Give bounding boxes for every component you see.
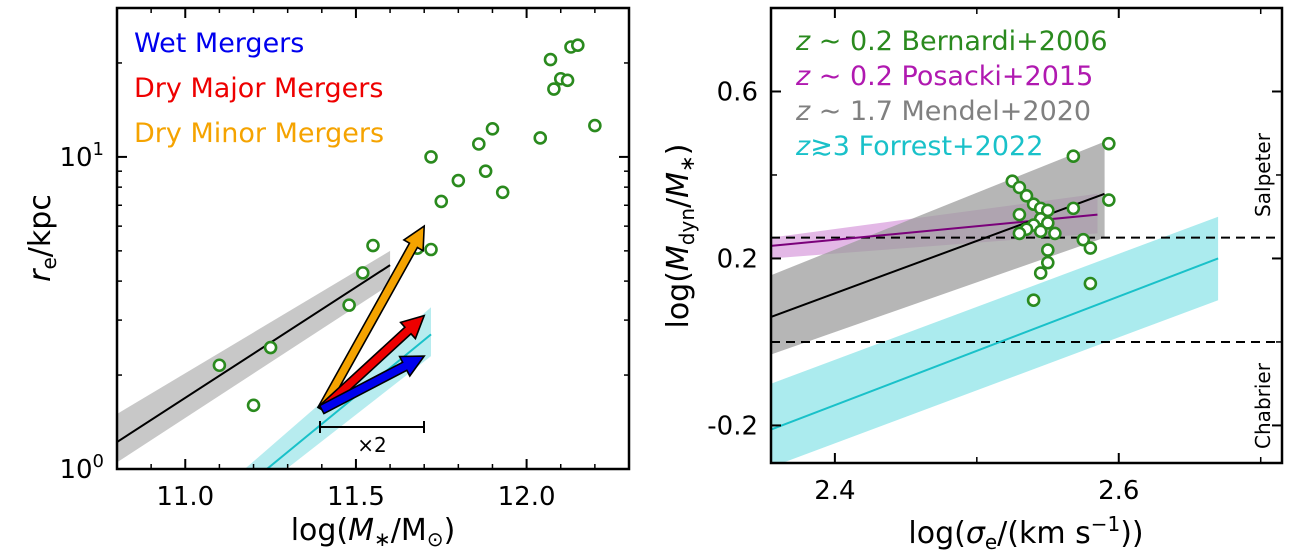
right-data-point [1012, 226, 1027, 241]
legend-mendel-2020: z ∼ 1.7 Mendel+2020 [795, 96, 1091, 127]
left-frame [115, 6, 631, 471]
legend-dry-minor-mergers: Dry Minor Mergers [134, 118, 384, 149]
left-data-point [472, 137, 486, 151]
right-x-tick-label: 2.6 [1098, 476, 1139, 506]
left-data-point [434, 194, 449, 209]
left-data-point [212, 358, 227, 373]
right-data-point [1033, 266, 1048, 280]
left-y-tick-label: 101 [59, 139, 104, 173]
left-fit-line-1 [117, 264, 391, 443]
left-plot-area [117, 38, 602, 469]
left-y-axis-label: re/kpc [23, 194, 61, 282]
scale-bar-label: ×2 [357, 433, 386, 457]
dry-minor-mergers-arrow [316, 224, 426, 413]
left-data-point [560, 73, 575, 88]
right-frame [769, 6, 1284, 465]
left-data-point [263, 340, 278, 355]
legend-forrest-2022: z≳3 Forrest+2022 [795, 131, 1043, 162]
right-data-point [1019, 189, 1034, 203]
left-x-tick-label: 12.0 [498, 482, 556, 512]
right-data-point [1102, 136, 1116, 151]
right-panel: 2.4 2.6 -0.2 0.2 0.6 z ∼ 0.2 Bernardi+2006 z… [661, 6, 1284, 554]
right-data-point [1033, 224, 1048, 239]
legend-bernardi-2006: z ∼ 0.2 Bernardi+2006 [795, 26, 1108, 57]
right-y-axis-label: log(Mdyn/M∗) [661, 143, 699, 328]
right-data-point [1048, 226, 1062, 241]
right-data-point [1040, 216, 1055, 230]
left-data-point [451, 173, 466, 188]
left-data-point [543, 52, 558, 67]
left-x-tick-label: 11.0 [156, 482, 214, 512]
left-data-point [547, 82, 561, 96]
right-plot-area [771, 136, 1282, 463]
right-data-point [1012, 207, 1027, 222]
right-data-point [1102, 193, 1116, 207]
left-data-point [424, 242, 438, 257]
legend-posacki-2015: z ∼ 0.2 Posacki+2015 [795, 61, 1093, 92]
left-data-point [570, 38, 585, 52]
left-data-point [533, 131, 548, 145]
left-data-point [588, 118, 602, 133]
chabrier-label: Chabrier [1251, 362, 1275, 449]
scale-bar: ×2 [319, 421, 425, 457]
right-data-point [1026, 293, 1041, 308]
left-data-point [246, 398, 261, 413]
right-data-point [1083, 241, 1098, 255]
left-x-tick-label: 11.5 [327, 482, 385, 512]
legend-wet-mergers: Wet Mergers [134, 28, 304, 59]
right-data-point [1040, 203, 1055, 218]
left-data-point [485, 122, 500, 136]
right-x-axis-label: log(σe/(km s−1)) [908, 512, 1143, 554]
left-x-axis-label: log(M∗/M⊙) [291, 513, 456, 551]
left-fit-line-2 [265, 333, 432, 469]
left-legend: Wet Mergers Dry Major Mergers Dry Minor … [134, 28, 384, 149]
left-data-point [355, 266, 370, 280]
right-data-point [1083, 276, 1098, 291]
left-band-1 [117, 250, 391, 463]
right-y-tick-label: -0.2 [707, 411, 758, 441]
right-data-point [1066, 149, 1081, 163]
wet-mergers-arrow [318, 355, 426, 415]
left-data-point [478, 164, 493, 178]
left-y-tick-label: 100 [59, 451, 104, 485]
salpeter-label: Salpeter [1251, 132, 1275, 217]
right-axes: 2.4 2.6 -0.2 0.2 0.6 [707, 8, 1282, 506]
left-panel: 11.0 11.5 12.0 100 101 Wet Mergers Dry Major… [23, 6, 631, 551]
right-data-point [1066, 201, 1081, 216]
right-data-point [1040, 243, 1055, 257]
right-data-point [1076, 232, 1091, 247]
right-x-tick-label: 2.4 [814, 476, 855, 506]
right-y-tick-label: 0.2 [717, 244, 758, 274]
legend-dry-major-mergers: Dry Major Mergers [134, 73, 383, 104]
dry-major-mergers-arrow [317, 314, 426, 415]
left-data-point [342, 298, 356, 312]
left-data-point [366, 238, 380, 253]
left-data-point [495, 185, 510, 200]
right-legend: z ∼ 0.2 Bernardi+2006 z ∼ 0.2 Posacki+20… [795, 26, 1108, 162]
right-y-tick-label: 0.6 [717, 77, 758, 107]
right-band-3 [771, 216, 1219, 463]
right-fit-line-3 [771, 257, 1219, 431]
right-data-point [1012, 180, 1027, 195]
right-data-point [1040, 255, 1055, 270]
left-data-point [424, 150, 438, 164]
